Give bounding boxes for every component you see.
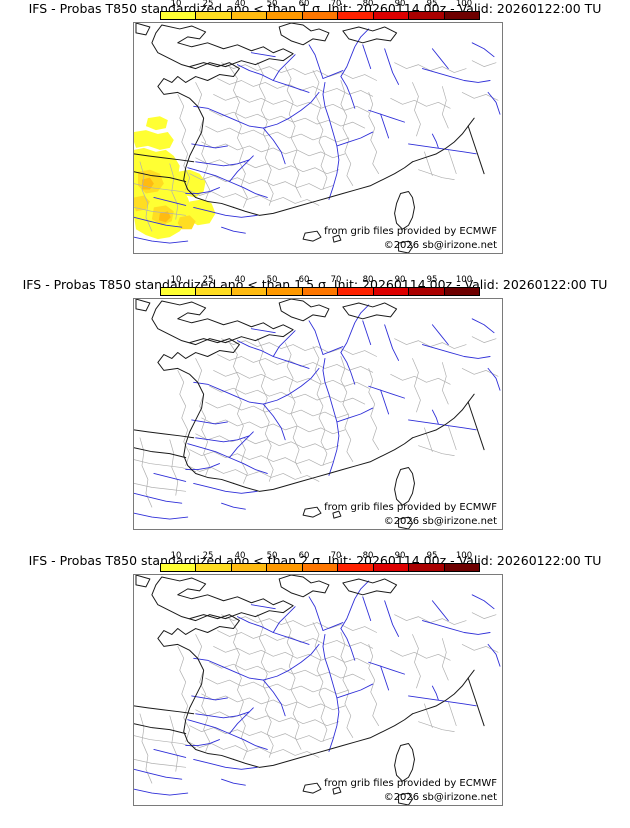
colorbar-swatch-0 xyxy=(161,564,197,571)
admin-boundary-layer xyxy=(134,612,499,784)
map-canvas[interactable]: from grib files provided by ECMWF ©2026 … xyxy=(133,298,503,530)
colorbar-tick-80: 80 xyxy=(362,551,374,561)
colorbar-legend: 10 25 40 50 60 70 80 90 95 100 xyxy=(160,0,480,34)
colorbar-tick-60: 60 xyxy=(298,275,310,285)
colorbar-swatch-2 xyxy=(231,12,268,19)
coastline-layer xyxy=(134,23,485,253)
colorbar-tick-25: 25 xyxy=(202,275,214,285)
colorbar-tick-95: 95 xyxy=(426,551,438,561)
credit-copyright: ©2026 sb@irizone.net xyxy=(383,240,497,251)
colorbar-swatch-6 xyxy=(373,564,410,571)
colorbar-tick-95: 95 xyxy=(426,275,438,285)
admin-boundary-layer xyxy=(134,60,499,232)
map-graphic xyxy=(134,299,501,529)
forecast-panel-3: IFS - Probas T850 standardized ano < tha… xyxy=(0,552,630,828)
colorbar-tick-100: 100 xyxy=(455,0,473,9)
colorbar-swatch-8 xyxy=(444,288,479,295)
colorbar-swatch-3 xyxy=(267,12,303,19)
forecast-panel-2: IFS - Probas T850 standardized ano < tha… xyxy=(0,276,630,552)
credit-source: from grib files provided by ECMWF xyxy=(324,778,497,789)
colorbar-swatch-4 xyxy=(302,288,339,295)
colorbar-swatch-4 xyxy=(302,564,339,571)
colorbar-swatches xyxy=(160,11,480,20)
colorbar-ticks: 10 25 40 50 60 70 80 90 95 100 xyxy=(160,276,480,287)
credit-copyright: ©2026 sb@irizone.net xyxy=(383,792,497,803)
river-layer xyxy=(134,28,501,244)
colorbar-legend: 10 25 40 50 60 70 80 90 95 100 xyxy=(160,276,480,310)
colorbar-tick-50: 50 xyxy=(266,551,278,561)
colorbar-swatch-1 xyxy=(196,12,232,19)
coastline-layer xyxy=(134,299,485,529)
colorbar-swatches xyxy=(160,563,480,572)
river-layer xyxy=(134,580,501,796)
colorbar-swatch-0 xyxy=(161,288,197,295)
colorbar-swatch-2 xyxy=(231,288,268,295)
river-layer xyxy=(134,304,501,520)
colorbar-tick-10: 10 xyxy=(170,551,182,561)
colorbar-swatch-7 xyxy=(409,564,445,571)
colorbar-tick-50: 50 xyxy=(266,275,278,285)
colorbar-tick-70: 70 xyxy=(330,0,342,9)
colorbar-tick-90: 90 xyxy=(394,0,406,9)
colorbar-tick-40: 40 xyxy=(234,0,246,9)
colorbar-swatch-6 xyxy=(373,12,410,19)
colorbar-swatch-5 xyxy=(338,288,374,295)
colorbar-tick-10: 10 xyxy=(170,275,182,285)
colorbar-tick-25: 25 xyxy=(202,551,214,561)
colorbar-tick-100: 100 xyxy=(455,551,473,561)
colorbar-tick-90: 90 xyxy=(394,551,406,561)
colorbar-tick-50: 50 xyxy=(266,0,278,9)
colorbar-tick-60: 60 xyxy=(298,551,310,561)
colorbar-tick-70: 70 xyxy=(330,551,342,561)
colorbar-tick-40: 40 xyxy=(234,551,246,561)
admin-boundary-layer xyxy=(134,336,499,508)
colorbar-tick-90: 90 xyxy=(394,275,406,285)
colorbar-swatch-3 xyxy=(267,564,303,571)
colorbar-swatch-1 xyxy=(196,564,232,571)
colorbar-swatch-8 xyxy=(444,564,479,571)
colorbar-swatch-2 xyxy=(231,564,268,571)
colorbar-swatch-4 xyxy=(302,12,339,19)
colorbar-swatch-6 xyxy=(373,288,410,295)
colorbar-swatch-1 xyxy=(196,288,232,295)
colorbar-ticks: 10 25 40 50 60 70 80 90 95 100 xyxy=(160,552,480,563)
colorbar-tick-40: 40 xyxy=(234,275,246,285)
colorbar-tick-95: 95 xyxy=(426,0,438,9)
colorbar-legend: 10 25 40 50 60 70 80 90 95 100 xyxy=(160,552,480,586)
colorbar-tick-80: 80 xyxy=(362,275,374,285)
map-canvas[interactable]: from grib files provided by ECMWF ©2026 … xyxy=(133,22,503,254)
colorbar-ticks: 10 25 40 50 60 70 80 90 95 100 xyxy=(160,0,480,11)
colorbar-tick-100: 100 xyxy=(455,275,473,285)
colorbar-swatches xyxy=(160,287,480,296)
colorbar-tick-60: 60 xyxy=(298,0,310,9)
colorbar-tick-10: 10 xyxy=(170,0,182,9)
coastline-layer xyxy=(134,575,485,805)
colorbar-swatch-3 xyxy=(267,288,303,295)
map-graphic xyxy=(134,23,501,253)
colorbar-swatch-5 xyxy=(338,12,374,19)
colorbar-swatch-7 xyxy=(409,288,445,295)
forecast-panel-1: IFS - Probas T850 standardized ano < tha… xyxy=(0,0,630,276)
credit-source: from grib files provided by ECMWF xyxy=(324,226,497,237)
colorbar-tick-80: 80 xyxy=(362,0,374,9)
colorbar-swatch-0 xyxy=(161,12,197,19)
credit-copyright: ©2026 sb@irizone.net xyxy=(383,516,497,527)
credit-source: from grib files provided by ECMWF xyxy=(324,502,497,513)
colorbar-tick-25: 25 xyxy=(202,0,214,9)
colorbar-tick-70: 70 xyxy=(330,275,342,285)
map-graphic xyxy=(134,575,501,805)
colorbar-swatch-7 xyxy=(409,12,445,19)
map-canvas[interactable]: from grib files provided by ECMWF ©2026 … xyxy=(133,574,503,806)
colorbar-swatch-5 xyxy=(338,564,374,571)
colorbar-swatch-8 xyxy=(444,12,479,19)
